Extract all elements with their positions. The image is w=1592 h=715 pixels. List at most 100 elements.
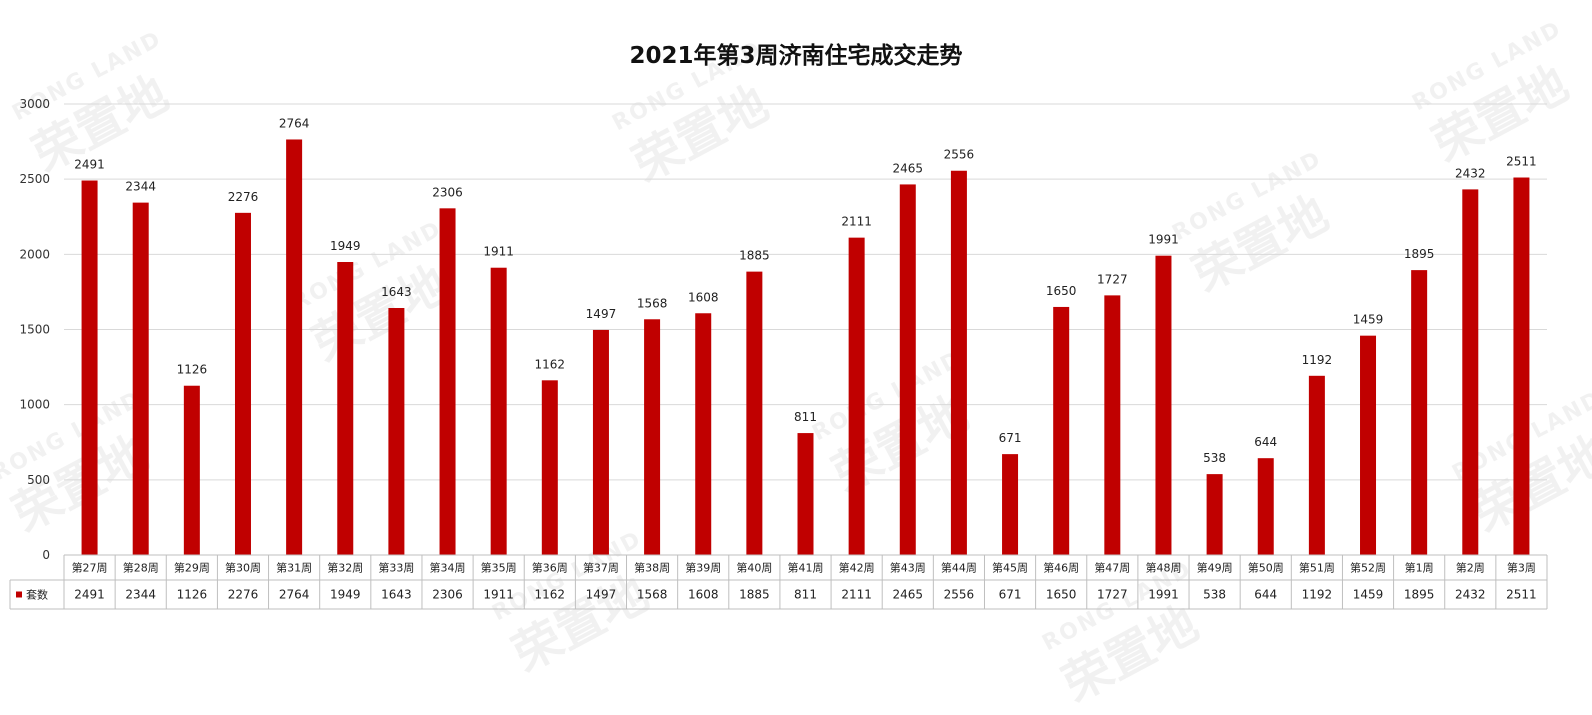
x-tick-label: 第44周 xyxy=(941,561,977,575)
table-value: 2764 xyxy=(279,588,310,602)
table-value: 2432 xyxy=(1455,588,1486,602)
chart-title: 2021年第3周济南住宅成交走势 xyxy=(629,43,963,69)
table-value: 671 xyxy=(999,588,1022,602)
bar xyxy=(81,180,98,556)
bar xyxy=(1513,177,1530,555)
y-tick-label: 1000 xyxy=(19,398,50,412)
data-label: 811 xyxy=(794,410,817,424)
data-label: 1126 xyxy=(177,363,208,377)
data-label: 2432 xyxy=(1455,166,1486,180)
x-tick-label: 第30周 xyxy=(225,561,261,575)
x-tick-label: 第39周 xyxy=(685,561,721,575)
bar xyxy=(1462,189,1479,555)
bar xyxy=(439,208,456,555)
data-label: 2111 xyxy=(841,215,872,229)
bar xyxy=(1206,474,1223,555)
table-value: 1991 xyxy=(1148,588,1179,602)
data-label: 2556 xyxy=(944,148,975,162)
x-tick-label: 第40周 xyxy=(736,561,772,575)
x-tick-label: 第31周 xyxy=(276,561,312,575)
data-label: 2344 xyxy=(125,180,156,194)
x-tick-label: 第48周 xyxy=(1145,561,1181,575)
table-value: 1911 xyxy=(483,588,514,602)
x-tick-label: 第43周 xyxy=(890,561,926,575)
table-value: 1885 xyxy=(739,588,770,602)
table-value: 1568 xyxy=(637,588,668,602)
table-value: 811 xyxy=(794,588,817,602)
x-tick-label: 第32周 xyxy=(327,561,363,575)
table-value: 2511 xyxy=(1506,588,1537,602)
table-value: 1126 xyxy=(177,588,208,602)
bar xyxy=(592,329,609,555)
table-value: 2111 xyxy=(841,588,872,602)
x-tick-label: 第41周 xyxy=(788,561,824,575)
y-tick-label: 2000 xyxy=(19,247,50,261)
table-value: 1895 xyxy=(1404,588,1435,602)
bar xyxy=(950,170,967,556)
bar xyxy=(234,212,251,555)
y-tick-label: 0 xyxy=(42,548,50,562)
x-tick-label: 第28周 xyxy=(123,561,159,575)
x-tick-label: 第52周 xyxy=(1350,561,1386,575)
bar xyxy=(1053,306,1070,555)
legend-swatch xyxy=(16,591,22,598)
bar xyxy=(644,319,661,555)
data-label: 1608 xyxy=(688,290,719,304)
x-tick-label: 第42周 xyxy=(839,561,875,575)
data-label: 1643 xyxy=(381,285,412,299)
x-tick-label: 第35周 xyxy=(481,561,517,575)
y-tick-label: 3000 xyxy=(19,97,50,111)
y-tick-label: 2500 xyxy=(19,172,50,186)
x-tick-label: 第47周 xyxy=(1094,561,1130,575)
bar xyxy=(1308,375,1325,555)
data-label: 1885 xyxy=(739,249,770,263)
data-label: 2276 xyxy=(228,190,259,204)
x-tick-label: 第49周 xyxy=(1197,561,1233,575)
x-tick-label: 第51周 xyxy=(1299,561,1335,575)
table-value: 1497 xyxy=(586,588,617,602)
data-label: 2511 xyxy=(1506,155,1537,169)
data-label: 1497 xyxy=(586,307,617,321)
x-tick-label: 第29周 xyxy=(174,561,210,575)
x-tick-label: 第37周 xyxy=(583,561,619,575)
data-label: 1568 xyxy=(637,296,668,310)
data-label: 1949 xyxy=(330,239,361,253)
bar xyxy=(1360,335,1377,555)
bar xyxy=(1104,295,1121,555)
table-value: 2276 xyxy=(228,588,259,602)
bar xyxy=(1155,255,1172,555)
table-value: 1162 xyxy=(535,588,566,602)
table-value: 1650 xyxy=(1046,588,1077,602)
table-value: 1192 xyxy=(1302,588,1333,602)
data-label: 644 xyxy=(1254,435,1277,449)
bar xyxy=(490,267,507,555)
table-value: 2465 xyxy=(893,588,924,602)
bar xyxy=(541,380,558,555)
bar xyxy=(132,202,149,556)
x-tick-label: 第33周 xyxy=(378,561,414,575)
table-value: 1949 xyxy=(330,588,361,602)
data-label: 2764 xyxy=(279,116,310,130)
x-tick-label: 第36周 xyxy=(532,561,568,575)
table-value: 2344 xyxy=(125,588,156,602)
x-tick-label: 第46周 xyxy=(1043,561,1079,575)
x-tick-label: 第2周 xyxy=(1456,561,1485,575)
bar xyxy=(899,184,916,555)
x-tick-label: 第1周 xyxy=(1405,561,1434,575)
bar xyxy=(797,433,814,555)
table-value: 2306 xyxy=(432,588,463,602)
data-label: 538 xyxy=(1203,451,1226,465)
table-value: 1727 xyxy=(1097,588,1128,602)
x-tick-label: 第38周 xyxy=(634,561,670,575)
bar xyxy=(388,308,405,555)
table-value: 538 xyxy=(1203,588,1226,602)
table-value: 1643 xyxy=(381,588,412,602)
y-tick-label: 1500 xyxy=(19,323,50,337)
bar xyxy=(848,237,865,555)
data-label: 1162 xyxy=(535,357,566,371)
bar-chart: 0 500 1000 1500 2000 2500 3000 2491 2344 1126 2276… xyxy=(9,97,1548,610)
data-label: 2306 xyxy=(432,185,463,199)
data-label: 1192 xyxy=(1302,353,1333,367)
bar xyxy=(746,271,763,555)
data-label: 1650 xyxy=(1046,284,1077,298)
